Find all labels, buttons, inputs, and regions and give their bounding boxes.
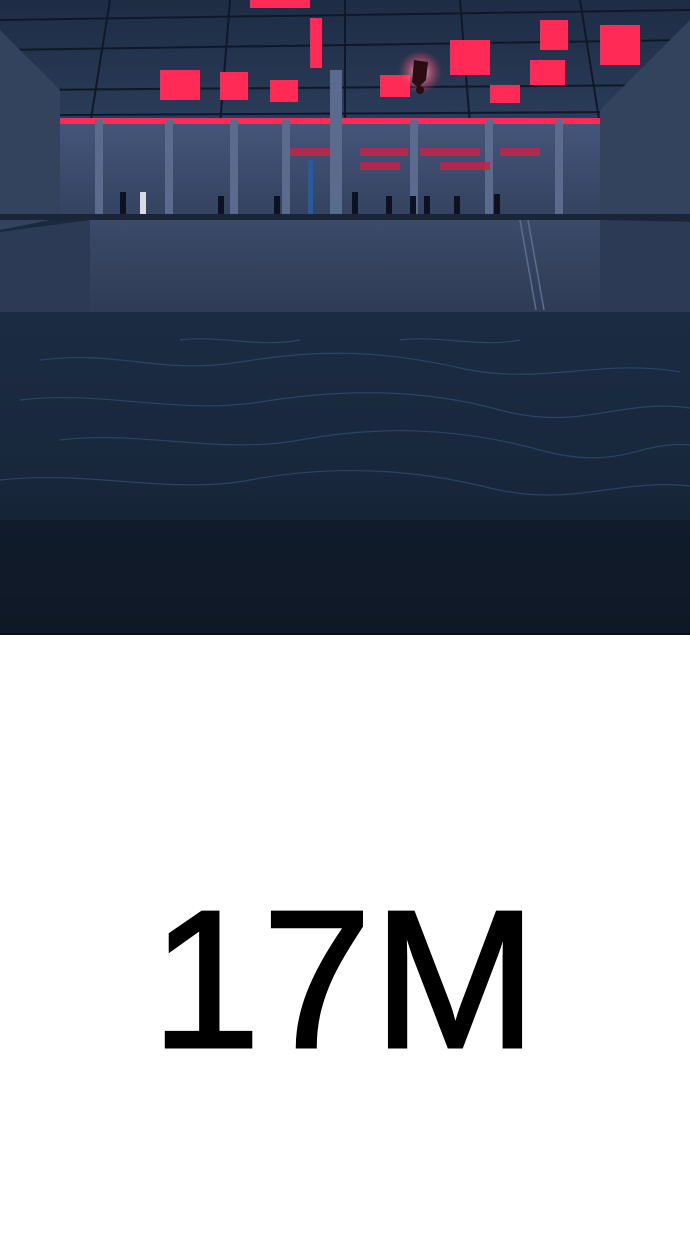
people-silhouettes [120, 160, 500, 214]
pool-left-wall [0, 220, 90, 320]
ceiling-lights [0, 0, 690, 124]
ceiling-truss [0, 0, 690, 126]
water-depth-shade [0, 520, 690, 633]
pool-back-wall [90, 220, 600, 315]
illustration-panel [0, 0, 690, 635]
wall-pillars [95, 70, 563, 218]
water-ripples [0, 338, 690, 496]
pool-ladder [519, 219, 545, 311]
depth-caption: 17M [150, 870, 539, 1089]
warehouse-pool-illustration [0, 0, 690, 633]
wall-windows [290, 148, 540, 170]
pool-right-wall [600, 220, 690, 322]
left-wall [0, 30, 60, 230]
falling-figure [412, 60, 428, 94]
walkway-ledge [0, 214, 690, 220]
right-wall [600, 20, 690, 220]
